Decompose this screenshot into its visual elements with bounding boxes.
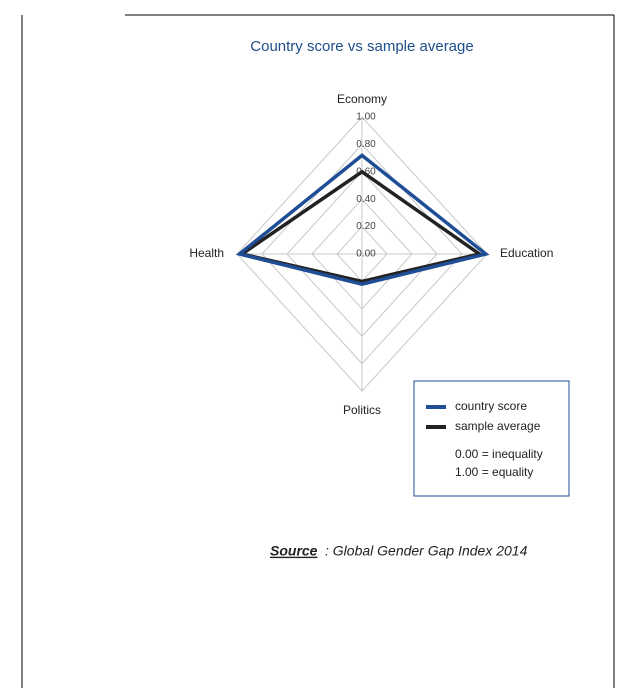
legend-note: 0.00 = inequality	[455, 447, 543, 461]
r-tick-label: 0.00	[356, 249, 376, 260]
category-label: Politics	[343, 403, 381, 417]
r-tick-label: 1.00	[356, 112, 376, 123]
series-line	[235, 153, 490, 286]
series-line	[237, 169, 484, 284]
legend-label: sample average	[455, 419, 541, 433]
source-text: : Global Gender Gap Index 2014	[325, 543, 528, 559]
category-label: Health	[189, 246, 224, 260]
category-label: Education	[500, 246, 553, 260]
category-label: Economy	[337, 92, 387, 106]
chart-title: Country score vs sample average	[250, 38, 473, 55]
legend-label: country score	[455, 399, 527, 413]
source-label: Source	[270, 543, 318, 559]
legend-box	[413, 380, 570, 497]
r-tick-label: 0.20	[356, 221, 376, 232]
legend-note: 1.00 = equality	[455, 465, 533, 479]
r-tick-label: 0.40	[356, 194, 376, 205]
r-tick-label: 0.60	[356, 166, 376, 177]
r-tick-label: 0.80	[356, 139, 376, 150]
